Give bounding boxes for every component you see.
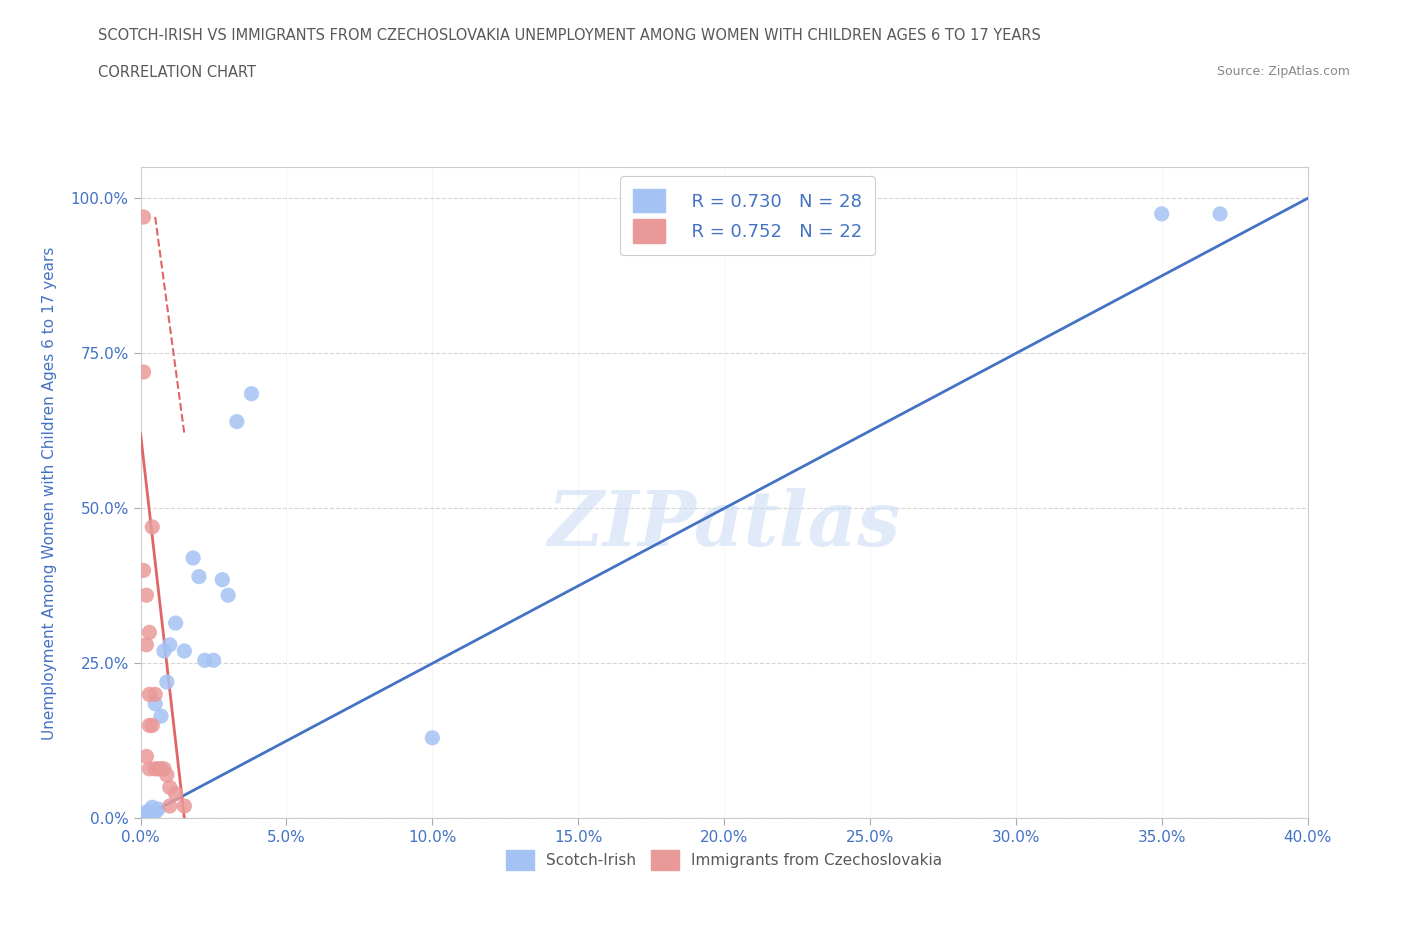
Point xyxy=(422,730,444,745)
Point xyxy=(156,674,179,689)
Point xyxy=(135,749,157,764)
Point xyxy=(135,809,157,824)
Point xyxy=(135,637,157,652)
Point xyxy=(141,520,163,535)
Point xyxy=(143,804,166,819)
Point xyxy=(132,209,155,224)
Point xyxy=(165,786,187,801)
Point xyxy=(159,780,181,795)
Point xyxy=(1209,206,1232,221)
Point xyxy=(159,799,181,814)
Point xyxy=(143,762,166,777)
Point xyxy=(240,386,263,401)
Point xyxy=(138,625,160,640)
Point xyxy=(156,767,179,782)
Point xyxy=(153,644,176,658)
Point xyxy=(146,762,169,777)
Point xyxy=(141,800,163,815)
Point xyxy=(211,572,233,587)
Point xyxy=(202,653,225,668)
Point xyxy=(181,551,204,565)
Point xyxy=(135,588,157,603)
Text: CORRELATION CHART: CORRELATION CHART xyxy=(98,65,256,80)
Point xyxy=(159,637,181,652)
Point xyxy=(146,802,169,817)
Point xyxy=(132,810,155,825)
Point xyxy=(188,569,211,584)
Point xyxy=(141,718,163,733)
Legend: Scotch-Irish, Immigrants from Czechoslovakia: Scotch-Irish, Immigrants from Czechoslov… xyxy=(501,844,948,876)
Point xyxy=(141,806,163,821)
Point xyxy=(138,762,160,777)
Point xyxy=(194,653,217,668)
Point xyxy=(217,588,239,603)
Point xyxy=(138,808,160,823)
Point xyxy=(165,616,187,631)
Point xyxy=(153,762,176,777)
Point xyxy=(138,687,160,702)
Point xyxy=(132,365,155,379)
Point xyxy=(173,644,195,658)
Point xyxy=(143,687,166,702)
Text: ZIPatlas: ZIPatlas xyxy=(547,488,901,563)
Point xyxy=(173,799,195,814)
Point xyxy=(132,808,155,823)
Point xyxy=(143,697,166,711)
Y-axis label: Unemployment Among Women with Children Ages 6 to 17 years: Unemployment Among Women with Children A… xyxy=(42,246,56,739)
Point xyxy=(150,762,173,777)
Point xyxy=(138,718,160,733)
Point xyxy=(225,414,247,429)
Text: Source: ZipAtlas.com: Source: ZipAtlas.com xyxy=(1216,65,1350,78)
Point xyxy=(135,804,157,819)
Point xyxy=(132,563,155,578)
Point xyxy=(150,709,173,724)
Point xyxy=(1150,206,1173,221)
Point xyxy=(138,804,160,818)
Text: SCOTCH-IRISH VS IMMIGRANTS FROM CZECHOSLOVAKIA UNEMPLOYMENT AMONG WOMEN WITH CHI: SCOTCH-IRISH VS IMMIGRANTS FROM CZECHOSL… xyxy=(98,28,1042,43)
